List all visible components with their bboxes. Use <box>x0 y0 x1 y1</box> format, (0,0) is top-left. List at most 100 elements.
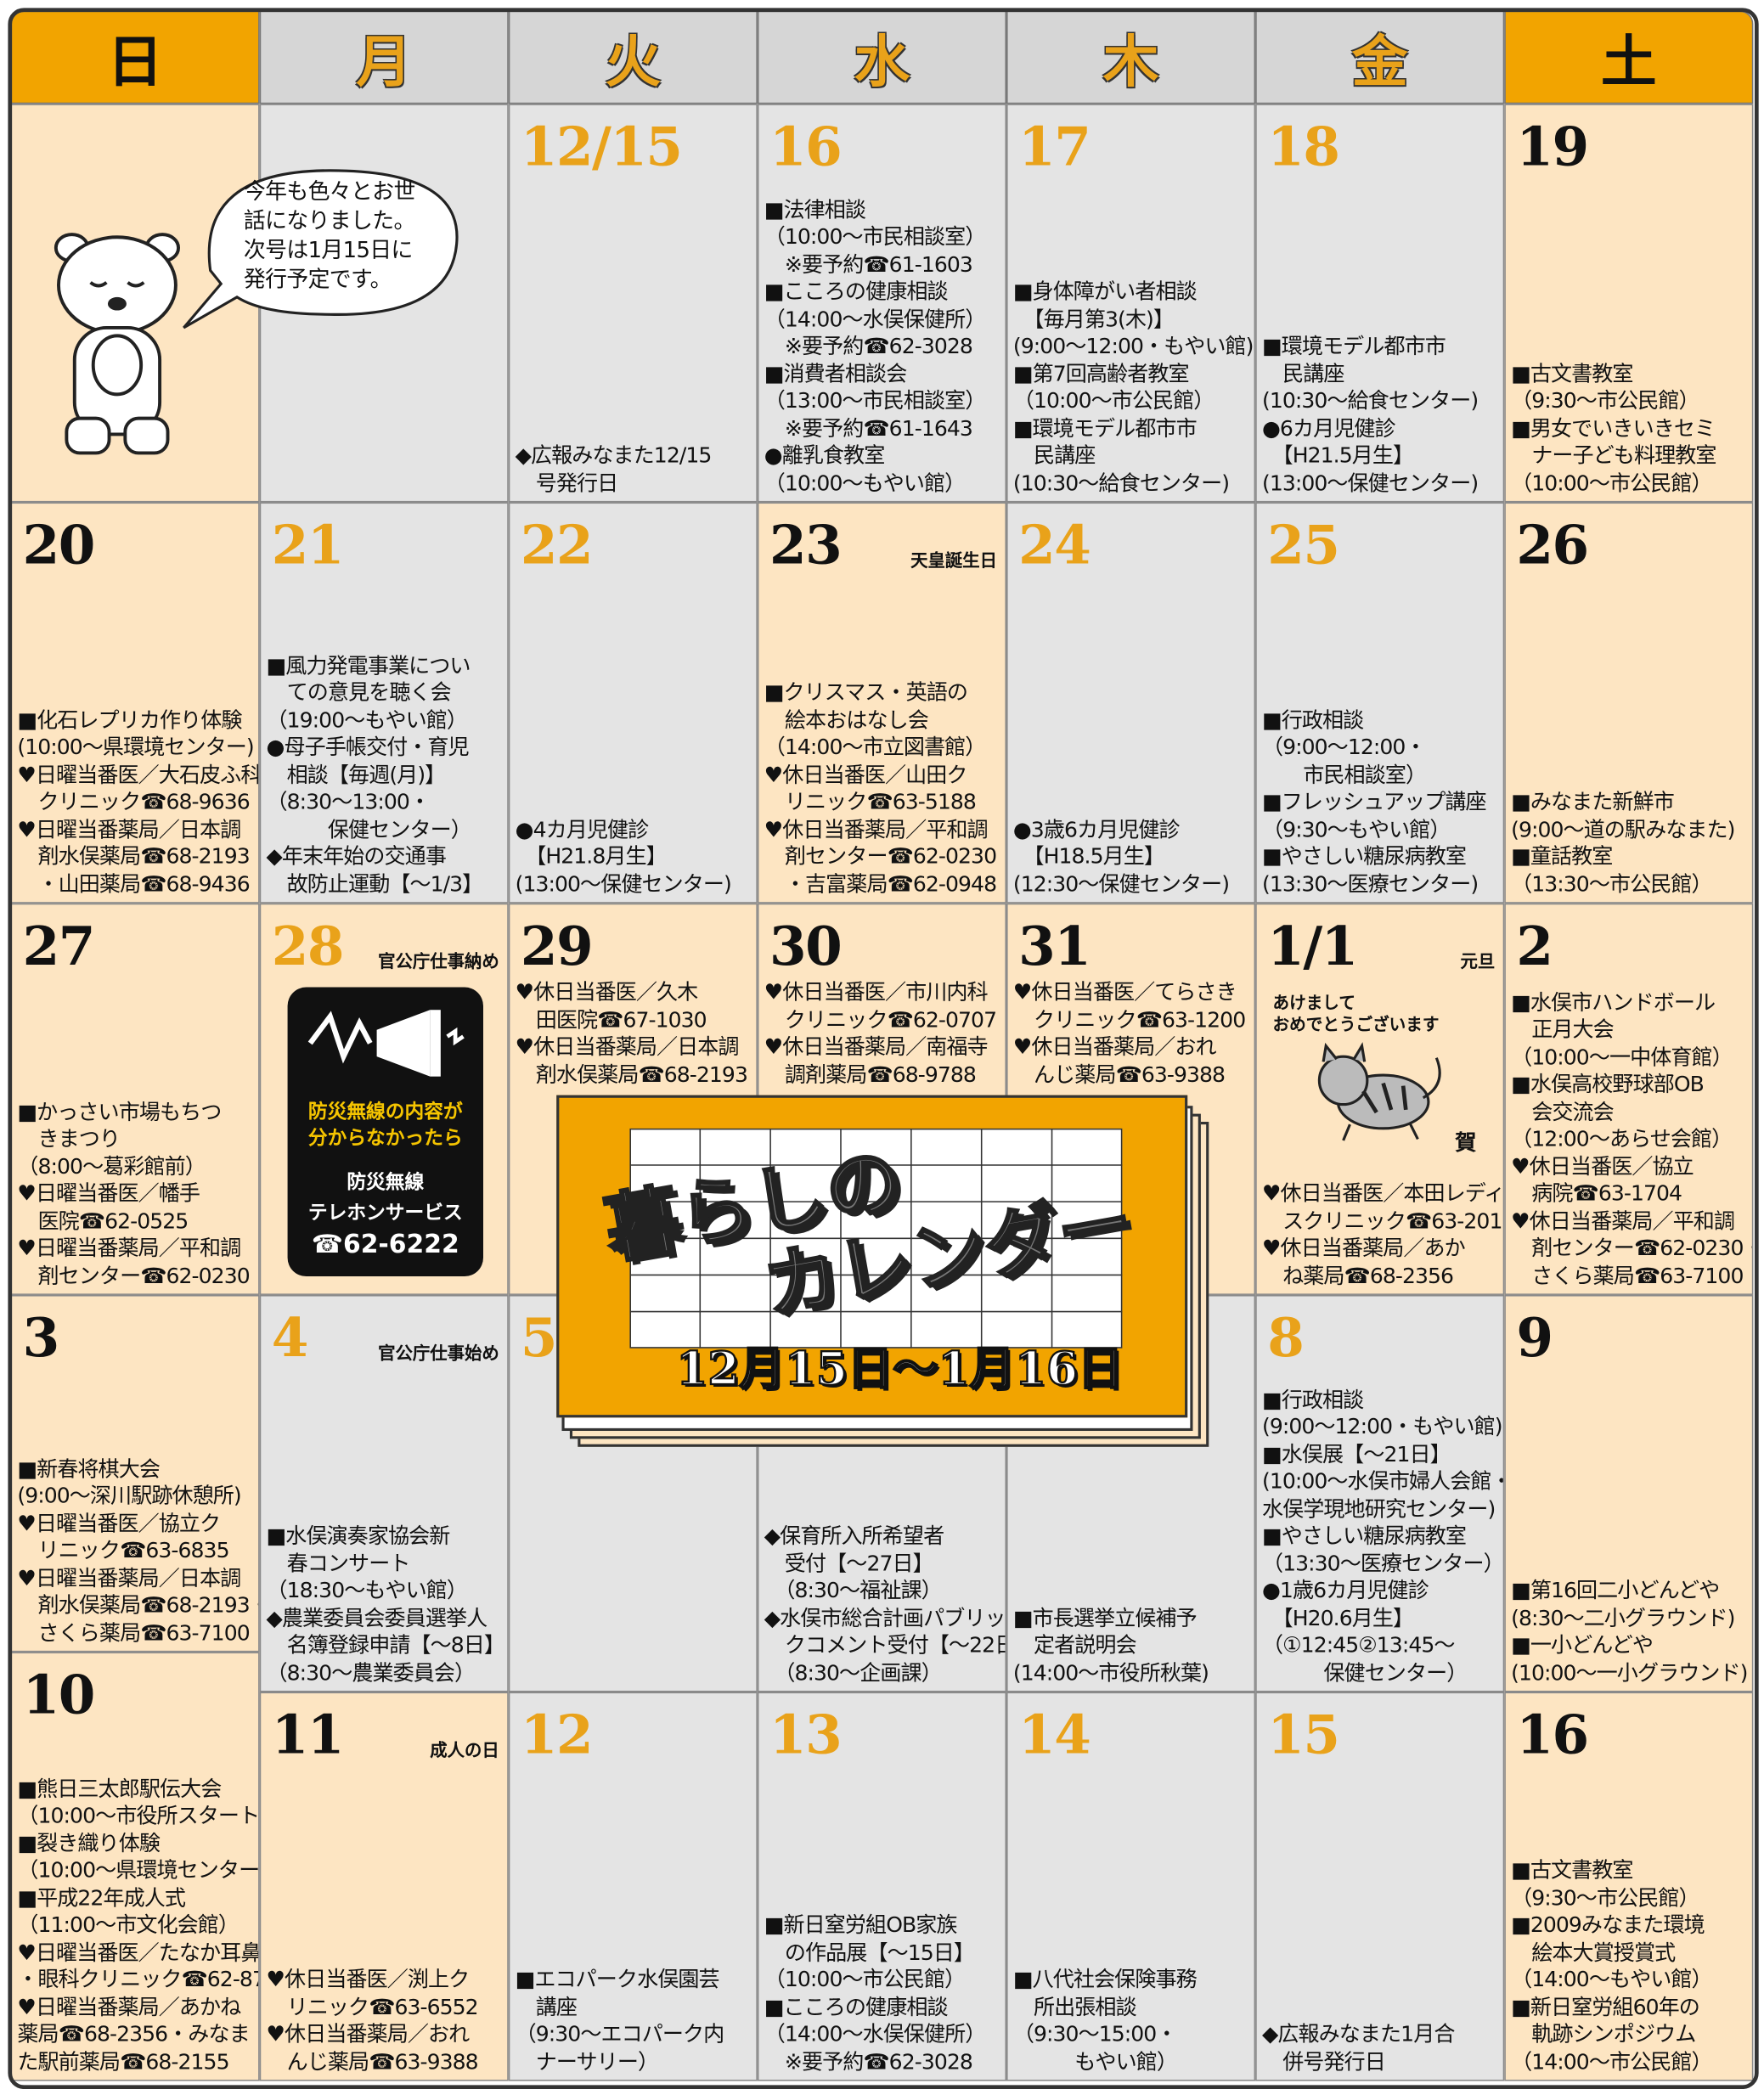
event-line: ♥休日当番薬局／平和調 <box>1511 1208 1735 1234</box>
event-line: 【H21.8月生】 <box>515 843 668 869</box>
day-cell: 16 ■古文書教室 （9:30～市公民館） ■2009みなまた環境 絵本大賞授賞式 （1… <box>1504 1692 1754 2081</box>
event-line: （8:30～農業委員会） <box>266 1659 476 1685</box>
events: ■エコパーク水俣園芸 講座 （9:30～エコパーク内 ナーサリー） <box>516 1768 757 2075</box>
date-number: 17 <box>1018 115 1091 179</box>
event-line: ね薬局☎68-2356 <box>1261 1262 1454 1288</box>
date-number: 12 <box>520 1703 594 1767</box>
event-line: ■環境モデル都市市 <box>1012 414 1198 441</box>
event-line: （13:00～市民相談室） <box>764 387 987 414</box>
event-line: （10:00～市役所スタート） <box>17 1802 260 1828</box>
speech-bubble <box>183 169 459 329</box>
event-line: ■童話教室 <box>1511 843 1613 869</box>
events: ♥休日当番医／本田レディー スクリニック☎63-2019 ♥休日当番薬局／あか ね… <box>1262 979 1503 1290</box>
events: ◆広報みなまた12/15 号発行日 <box>516 180 757 497</box>
date-number: 22 <box>520 514 594 577</box>
day-cell: 9 ■第16回二小どんどや (8:30～二小グラウンド) ■一小どんどや (10:00～… <box>1504 1294 1754 1692</box>
event-line: ♥休日当番医／山田ク <box>764 761 968 787</box>
notice-service-line: ☎62-6222 <box>311 1230 459 1259</box>
event-line: 会交流会 <box>1511 1098 1615 1124</box>
date-number: 25 <box>1267 514 1340 577</box>
event-line: （14:00～市公民館） <box>1511 2048 1713 2074</box>
day-header: 日 <box>10 10 260 104</box>
event-line: ■やさしい糖尿病教室 <box>1261 1523 1467 1549</box>
event-line: (10:00～一小グラウンド) <box>1511 1659 1748 1685</box>
event-line: (13:00～保健センター) <box>1261 470 1479 495</box>
holiday-note: 官公庁仕事納め <box>378 952 499 973</box>
event-line: 【H20.6月生】 <box>1261 1604 1414 1630</box>
tiger-illustration <box>1317 1042 1441 1141</box>
day-cell: 28 官公庁仕事納め 防災無線の内容が 分からなかったら 防災無線 テレホンサービス ☎6… <box>259 903 509 1295</box>
event-line: 軌跡シンポジウム <box>1511 2021 1696 2047</box>
event-line: (10:00～水俣市婦人会館・ <box>1261 1467 1505 1494</box>
event-line: (10:30～給食センター) <box>1012 470 1230 495</box>
date-number: 26 <box>1516 514 1589 577</box>
event-line: ■水俣市ハンドボール <box>1511 988 1716 1015</box>
event-line: ♥休日当番薬局／南福寺 <box>764 1033 989 1060</box>
date-number: 12/15 <box>520 115 683 179</box>
event-line: ※要予約☎62-3028 <box>764 333 973 359</box>
greeting-line: おめでとうございます <box>1272 1013 1440 1034</box>
events: ■法律相談 （10:00～市民相談室） ※要予約☎61-1603 ■こころの健康相談… <box>764 180 1006 497</box>
day-header: 土 <box>1504 10 1754 104</box>
event-line: ■やさしい糖尿病教室 <box>1261 843 1467 869</box>
event-line: 保健センター） <box>1261 1659 1468 1685</box>
event-line: 名簿登録申請【～8日】 <box>266 1631 505 1658</box>
event-line: 講座 <box>515 1993 578 2019</box>
event-line: （14:00～水俣保健所） <box>764 306 987 331</box>
notice-service: 防災無線 テレホンサービス ☎62-6222 <box>288 1168 483 1260</box>
event-line: 剤センター☎62-0230 <box>17 1262 251 1288</box>
event-line: （13:30～市公民館） <box>1511 870 1713 897</box>
event-line: 【毎月第3(木)】 <box>1012 306 1175 331</box>
event-line: リニック☎63-6835 <box>17 1537 230 1563</box>
date-number: 24 <box>1018 514 1091 577</box>
event-line: （14:00～水俣保健所） <box>764 2021 987 2047</box>
date-number: 29 <box>520 915 594 978</box>
event-line: 絵本おはなし会 <box>764 707 929 733</box>
event-line: ♥休日当番医／久木 <box>515 979 699 1005</box>
day-cell: 21 ■風力発電事業につい ての意見を聴く会 （19:00～もやい館） ●母子手帳交付… <box>259 502 509 904</box>
day-cell: 27 ■かっさい市場もちつ きまつり （8:00～葛彩館前） ♥日曜当番医／幡手 医院… <box>10 903 260 1295</box>
day-header: 木 <box>1006 10 1256 104</box>
date-number: 18 <box>1267 115 1340 179</box>
date-number: 16 <box>1516 1703 1589 1767</box>
event-line: 春コンサート <box>266 1550 411 1576</box>
event-line: ・山田薬局☎68-9436 <box>17 870 251 897</box>
event-line: ■水俣高校野球部OB <box>1511 1071 1705 1097</box>
event-line: （9:30～15:00・ <box>1012 2021 1177 2047</box>
bear-illustration <box>54 233 181 455</box>
event-line: （10:00～県環境センター） <box>17 1857 260 1883</box>
speaker-icon <box>307 1010 465 1077</box>
notice-service-line: 防災無線 <box>347 1172 425 1194</box>
event-line: （9:00～12:00・ <box>1261 734 1426 760</box>
date-number: 4 <box>271 1307 309 1370</box>
event-line: ■化石レプリカ作り体験 <box>17 707 242 733</box>
event-line: もやい館） <box>1012 2048 1178 2074</box>
event-line: ◆農業委員会委員選挙人 <box>266 1604 488 1630</box>
event-line: ♥日曜当番薬局／日本調 <box>17 815 241 842</box>
events: ♥休日当番医／渕上ク リニック☎63-6552 ♥休日当番薬局／おれ んじ薬局☎6… <box>267 1768 508 2075</box>
event-line: （14:00～市立図書館） <box>764 734 987 760</box>
event-line: 剤水俣薬局☎68-2193 <box>17 843 251 869</box>
day-cell: 26 ■みなまた新鮮市 (9:00～道の駅みなまた) ■童話教室 （13:30～市公民館… <box>1504 502 1754 904</box>
event-line: ※要予約☎62-3028 <box>764 2048 973 2074</box>
bubble-line: 今年も色々とお世 <box>243 178 416 205</box>
event-line: 【H18.5月生】 <box>1012 843 1165 869</box>
event-line: ナーサリー） <box>515 2048 659 2074</box>
event-line: 定者説明会 <box>1012 1631 1137 1658</box>
day-cell: 16 ■法律相談 （10:00～市民相談室） ※要予約☎61-1603 ■こころの健康… <box>757 104 1007 503</box>
date-number: 9 <box>1516 1307 1553 1370</box>
day-cell: 17 ■身体障がい者相談 【毎月第3(木)】 (9:00～12:00・もやい館) ■第… <box>1006 104 1256 503</box>
event-line: た駅前薬局☎68-2155 <box>17 2048 229 2074</box>
event-line: ・眼科クリニック☎62-8777 <box>17 1966 258 1992</box>
event-line: （9:30～もやい館） <box>1261 815 1451 842</box>
notice-warning-line: 分からなかったら <box>307 1128 463 1150</box>
event-line: (9:00～12:00・もやい館) <box>1261 1413 1503 1439</box>
event-line: きまつり <box>17 1125 121 1151</box>
event-line: （9:30～市公民館） <box>1511 387 1699 414</box>
event-line: 調剤薬局☎68-9788 <box>764 1061 977 1087</box>
event-line: 受付【～27日】 <box>764 1550 934 1576</box>
events: ■みなまた新鮮市 (9:00～道の駅みなまた) ■童話教室 （13:30～市公民館） <box>1511 578 1752 898</box>
event-line: さくら薬局☎63-7100 <box>1511 1262 1744 1288</box>
event-line: ♥休日当番医／本田レディー <box>1261 1180 1505 1206</box>
